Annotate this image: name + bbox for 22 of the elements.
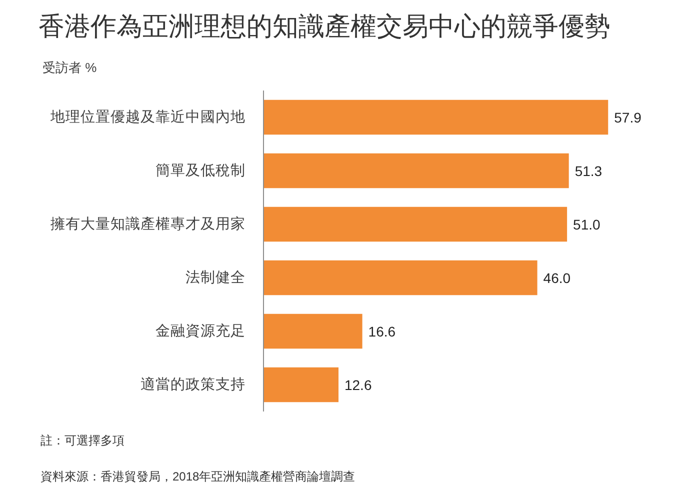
y-tick-label: 擁有大量知識產權專才及用家 xyxy=(50,215,246,232)
bar xyxy=(264,153,569,188)
bar xyxy=(264,314,362,349)
data-label: 46.0 xyxy=(543,270,571,286)
data-label: 57.9 xyxy=(614,109,642,126)
y-tick-label: 金融資源充足 xyxy=(156,322,246,340)
data-label: 16.6 xyxy=(368,323,396,340)
text: 受訪者 % xyxy=(42,60,98,75)
data-label: 51.0 xyxy=(573,216,601,232)
data-label: 51.3 xyxy=(574,162,602,179)
bar xyxy=(264,100,608,135)
bar xyxy=(264,206,568,242)
text: 註：可選擇多項 xyxy=(40,434,124,448)
y-tick-label: 簡單及低稅制 xyxy=(156,162,246,179)
bar xyxy=(264,260,538,296)
y-tick-label: 地理位置優越及靠近中國內地 xyxy=(50,108,246,126)
source-note: 資料來源：香港貿發局，2018年亞洲知識產權營商論壇調查 xyxy=(40,470,356,484)
y-tick-label: 法制健全 xyxy=(186,268,246,286)
chart-title: 香港作為亞洲理想的知識產權交易中心的競爭優勢 xyxy=(38,11,610,41)
data-label: 12.6 xyxy=(344,376,372,393)
y-tick-label: 適當的政策支持 xyxy=(140,376,246,393)
bar xyxy=(264,367,338,402)
